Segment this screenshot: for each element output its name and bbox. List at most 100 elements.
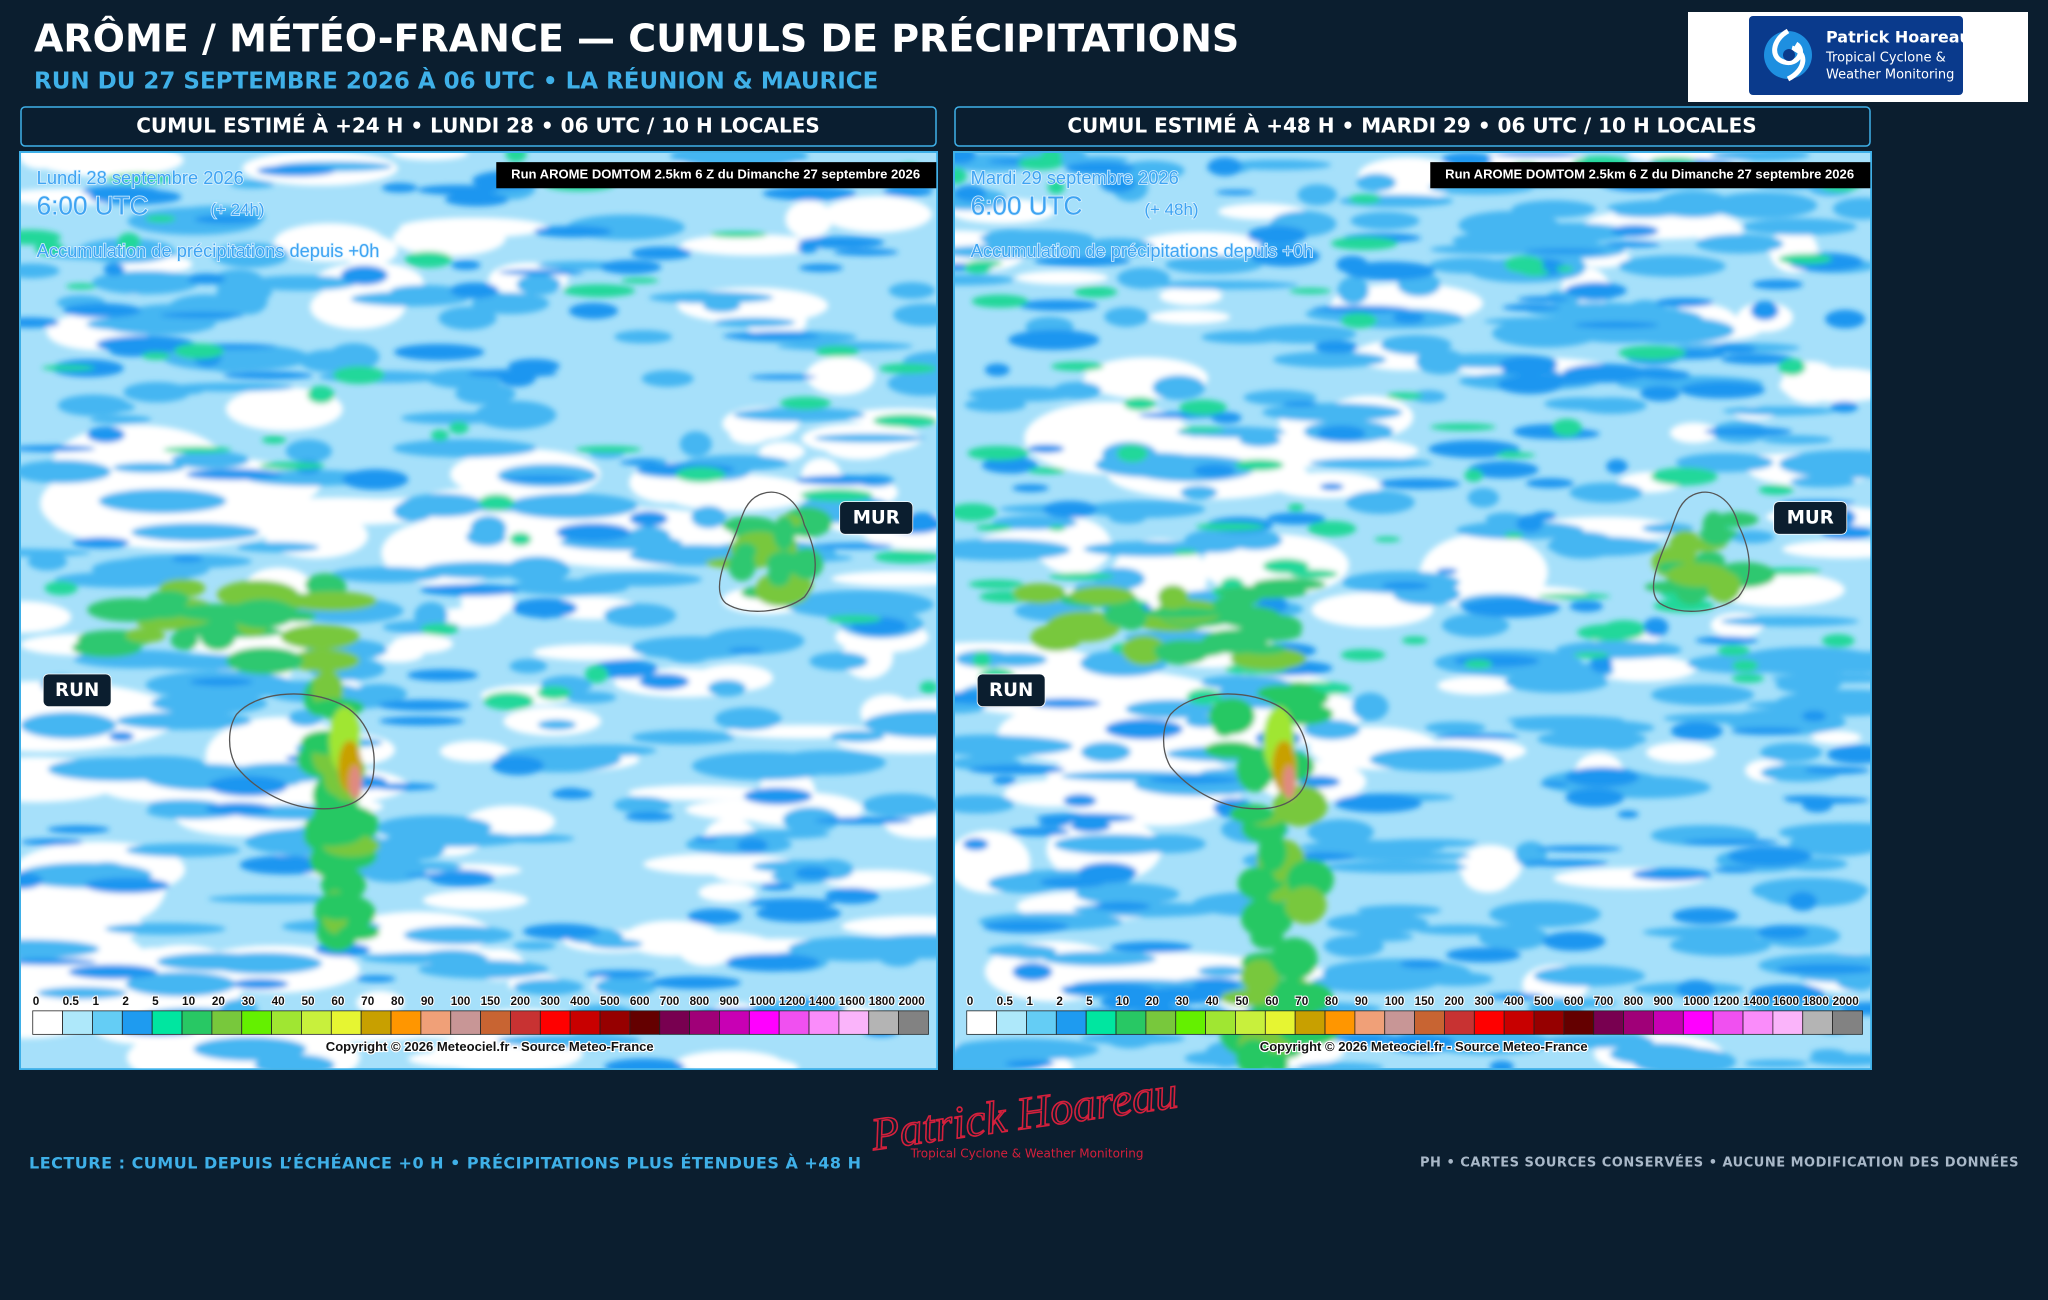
legend-swatch [480, 1010, 511, 1035]
precip-cell [641, 370, 694, 387]
precip-cell [1151, 280, 1299, 290]
precip-cell [483, 691, 534, 711]
legend-label: 0.5 [63, 995, 80, 1008]
precip-cell [1712, 344, 1757, 354]
precip-cell [825, 438, 893, 460]
precip-cell [407, 669, 479, 682]
precip-cell [1027, 444, 1065, 454]
precip-cell [613, 796, 672, 814]
precip-cell [41, 364, 96, 371]
precip-cell [116, 711, 252, 730]
legend-swatch [569, 1010, 601, 1035]
precip-cell [1750, 301, 1779, 321]
precip-cell [1070, 819, 1111, 833]
precip-cell [37, 986, 127, 1000]
legend-swatch [838, 1010, 870, 1035]
precip-cell [1287, 503, 1305, 512]
precip-cell [1216, 585, 1308, 599]
precip-cell [1312, 305, 1410, 314]
precip-cell [650, 976, 741, 990]
precip-cell [1437, 676, 1516, 695]
legend-swatch [1354, 1010, 1386, 1035]
legend-label: 800 [1624, 995, 1644, 1008]
precip-cell [1441, 613, 1510, 638]
legend-swatch [1294, 1010, 1326, 1035]
run-info: Run AROME DOMTOM 2.5km 6 Z du Dimanche 2… [1445, 167, 1854, 182]
precip-cell [1144, 607, 1222, 619]
precip-cell [1284, 886, 1327, 925]
legend-swatch [1802, 1010, 1833, 1035]
precip-cell [84, 877, 170, 894]
legend-label: 800 [690, 995, 710, 1008]
precip-cell [1604, 241, 1661, 248]
legend-label: 5 [1086, 995, 1093, 1008]
place-badge [42, 673, 112, 708]
precip-cell [760, 882, 795, 891]
precip-cell [1782, 540, 1871, 559]
precip-cell [431, 429, 449, 441]
precip-cell [1080, 1032, 1186, 1045]
precip-cell [1675, 452, 1774, 473]
precip-cell [1309, 457, 1433, 469]
precip-cell [1179, 399, 1227, 416]
precip-cell [1544, 720, 1655, 735]
precip-cell [968, 386, 1077, 402]
precip-cell [955, 736, 1006, 754]
precip-cell [92, 270, 200, 295]
precip-cell [1532, 511, 1557, 521]
precip-cell [1009, 827, 1070, 837]
precip-cell [206, 952, 323, 975]
precip-cell [376, 815, 492, 840]
precip-cell [1236, 746, 1274, 793]
precip-cell [1789, 832, 1871, 856]
precip-cell [278, 611, 317, 623]
precip-cell [1574, 321, 1659, 329]
precip-cell [1399, 959, 1444, 969]
precip-cell [1307, 520, 1357, 537]
precip-cell [1456, 521, 1584, 540]
footer-note: LECTURE : CUMUL DEPUIS L’ÉCHÉANCE +0 H •… [29, 1154, 862, 1173]
precip-cell [47, 757, 191, 782]
precip-cell [466, 527, 506, 547]
precip-cell [736, 837, 768, 853]
subtitle: RUN DU 27 SEPTEMBRE 2026 À 06 UTC • LA R… [34, 67, 878, 95]
precip-cell [1414, 924, 1504, 935]
precip-cell [631, 246, 692, 260]
precip-cell [273, 223, 386, 262]
precip-cell [630, 636, 753, 660]
legend-label: 2000 [1833, 995, 1860, 1008]
precip-cell [1666, 562, 1730, 587]
precip-cell [1529, 997, 1617, 1009]
legend-swatch [1414, 1010, 1445, 1035]
precip-cell [799, 263, 844, 273]
precip-cell [691, 751, 836, 781]
place-label: MUR [853, 508, 900, 529]
panels: CUMUL ESTIMÉ À +24 H • LUNDI 28 • 06 UTC… [19, 106, 1872, 1070]
precip-cell [707, 679, 747, 697]
precip-cell [337, 924, 380, 941]
precip-cell [887, 371, 937, 396]
precip-cell [212, 269, 264, 292]
precip-cell [604, 1058, 685, 1069]
precip-cell [1504, 671, 1609, 693]
precip-cell [728, 647, 763, 654]
legend-swatch [1205, 1010, 1236, 1035]
precip-cell [967, 260, 1003, 267]
precip-cell [65, 283, 97, 290]
legend-swatch [996, 1010, 1027, 1035]
precip-cell [1008, 329, 1100, 350]
precip-cell [1235, 459, 1284, 471]
precip-cell [351, 683, 408, 705]
legend-label: 100 [1385, 995, 1405, 1008]
precip-cell [150, 256, 193, 272]
precip-cell [356, 990, 404, 1015]
precip-cell [676, 1050, 783, 1069]
precip-cell [1319, 483, 1344, 491]
precip-cell [1462, 597, 1561, 618]
precip-cell [1489, 1060, 1514, 1069]
precip-cell [21, 872, 43, 890]
precip-cell [1617, 810, 1639, 819]
precip-cell [1133, 834, 1206, 854]
precip-cell [117, 232, 141, 251]
precip-cell [1149, 309, 1231, 325]
